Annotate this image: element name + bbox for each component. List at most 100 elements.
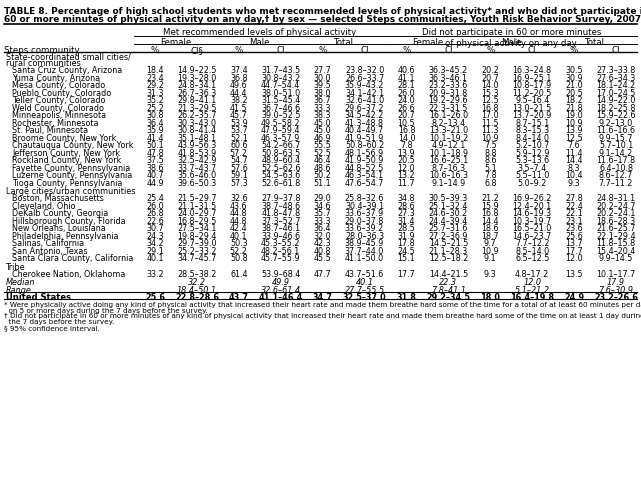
Text: 5.5–11.0: 5.5–11.0 [515,171,549,180]
Text: 46.4: 46.4 [314,156,331,165]
Text: 35.9–43.2: 35.9–43.2 [345,81,384,90]
Text: %: % [403,46,411,55]
Text: 21.1–28.3: 21.1–28.3 [429,247,468,256]
Text: rural communities: rural communities [6,59,81,69]
Text: 7.6: 7.6 [568,141,581,150]
Text: 52.6–61.8: 52.6–61.8 [261,179,301,188]
Text: 31.9: 31.9 [397,232,415,241]
Text: 5.1–21.2: 5.1–21.2 [515,286,550,295]
Text: %: % [235,46,243,55]
Text: 15.4–20.4: 15.4–20.4 [596,247,636,256]
Text: 16.1–26.0: 16.1–26.0 [429,111,468,120]
Text: 44.8: 44.8 [230,209,247,218]
Text: 14.0: 14.0 [481,81,499,90]
Text: 50.8–60.2: 50.8–60.2 [345,141,384,150]
Text: 24.3: 24.3 [146,232,163,241]
Text: 28.1: 28.1 [397,81,415,90]
Text: 14.6–19.3: 14.6–19.3 [513,209,552,218]
Text: Range: Range [6,286,32,295]
Text: Mesa County, Colorado: Mesa County, Colorado [12,81,105,90]
Text: 43.7–51.6: 43.7–51.6 [345,270,384,279]
Text: 10.3–19.7: 10.3–19.7 [513,217,552,226]
Text: 43.9–56.3: 43.9–56.3 [178,141,217,150]
Text: 11.6–16.6: 11.6–16.6 [597,127,635,135]
Text: 27.6–34.3: 27.6–34.3 [596,74,636,83]
Text: 22.8–28.6: 22.8–28.6 [175,293,219,302]
Text: Weld County, Colorado: Weld County, Colorado [12,104,104,113]
Text: 16.5–21.0: 16.5–21.0 [513,224,552,233]
Text: 38.7–48.6: 38.7–48.6 [261,202,300,211]
Text: 9.3: 9.3 [484,270,497,279]
Text: 17.7: 17.7 [565,247,583,256]
Text: CI: CI [612,46,620,55]
Text: 22.6: 22.6 [146,217,164,226]
Text: 41.9–50.9: 41.9–50.9 [345,156,384,165]
Text: 43.6: 43.6 [230,202,247,211]
Text: 52.1: 52.1 [230,134,247,143]
Text: 17.0: 17.0 [481,111,499,120]
Text: 32.2: 32.2 [188,278,206,287]
Text: Broome County, New York: Broome County, New York [12,134,117,143]
Text: Total: Total [585,38,605,47]
Text: 5.2–10.7: 5.2–10.7 [515,141,549,150]
Text: 9.7: 9.7 [484,239,497,248]
Text: 23.8–32.0: 23.8–32.0 [345,67,384,75]
Text: 44.8–52.5: 44.8–52.5 [345,164,384,173]
Text: 15.9–22.6: 15.9–22.6 [596,111,636,120]
Text: 28.5: 28.5 [397,224,415,233]
Text: 20.9–31.8: 20.9–31.8 [429,89,468,98]
Text: 20.5: 20.5 [397,156,415,165]
Text: 18.6–28.3: 18.6–28.3 [597,217,636,226]
Text: 36.7: 36.7 [314,96,331,105]
Text: 38.6: 38.6 [146,164,163,173]
Text: 45.0: 45.0 [314,119,331,128]
Text: 32.0: 32.0 [314,232,331,241]
Text: 14.6–23.7: 14.6–23.7 [513,232,552,241]
Text: 27.3–33.8: 27.3–33.8 [596,67,636,75]
Text: 24.8–31.1: 24.8–31.1 [597,195,636,203]
Text: San Antonio, Texas: San Antonio, Texas [12,247,88,256]
Text: 44.4: 44.4 [230,89,247,98]
Text: 9.5–16.4: 9.5–16.4 [515,96,549,105]
Text: 50.8–63.5: 50.8–63.5 [261,149,301,158]
Text: 41.1–46.4: 41.1–46.4 [258,293,303,302]
Text: 30.8: 30.8 [146,111,163,120]
Text: 16.4–19.8: 16.4–19.8 [510,293,554,302]
Text: 24.8–34.1: 24.8–34.1 [178,81,217,90]
Text: 5.0–9.2: 5.0–9.2 [517,179,547,188]
Text: 9.1–14.2: 9.1–14.2 [599,149,633,158]
Text: 48.9–60.4: 48.9–60.4 [261,156,300,165]
Text: 27.3: 27.3 [397,209,415,218]
Text: 25.1–32.4: 25.1–32.4 [429,202,468,211]
Text: Tioga County, Pennsylvania: Tioga County, Pennsylvania [12,179,122,188]
Text: 45.5: 45.5 [313,255,331,263]
Text: 26.0: 26.0 [397,89,415,98]
Text: Philadelphia, Pennsylvania: Philadelphia, Pennsylvania [12,232,119,241]
Text: 7.8–41.1: 7.8–41.1 [431,286,466,295]
Text: 45.7–55.9: 45.7–55.9 [261,255,301,263]
Text: 12.0: 12.0 [523,278,541,287]
Text: 25.7–31.6: 25.7–31.6 [429,224,468,233]
Text: 20.5: 20.5 [565,89,583,98]
Text: 15.9: 15.9 [481,202,499,211]
Text: 46.9: 46.9 [314,134,331,143]
Text: 29.1: 29.1 [146,247,164,256]
Text: 37.5: 37.5 [146,156,164,165]
Text: Cherokee Nation, Oklahoma: Cherokee Nation, Oklahoma [12,270,126,279]
Text: Teller County, Colorado: Teller County, Colorado [12,96,106,105]
Text: 53.9: 53.9 [230,119,247,128]
Text: on 5 or more days during the 7 days before the survey.: on 5 or more days during the 7 days befo… [4,307,208,313]
Text: 4.9–12.1: 4.9–12.1 [431,141,465,150]
Text: 41.1: 41.1 [397,74,415,83]
Text: 10.5: 10.5 [397,119,415,128]
Text: 34.8: 34.8 [397,195,415,203]
Text: 28.6: 28.6 [397,202,415,211]
Text: 5.3–13.6: 5.3–13.6 [515,156,549,165]
Text: 51.1: 51.1 [314,179,331,188]
Text: 9.9–14.5: 9.9–14.5 [599,255,633,263]
Text: Salinas, California: Salinas, California [12,239,84,248]
Text: 25.8–32.6: 25.8–32.6 [345,195,384,203]
Text: 20.2: 20.2 [481,67,499,75]
Text: 9.1–14.9: 9.1–14.9 [431,179,465,188]
Text: 12.0: 12.0 [397,164,415,173]
